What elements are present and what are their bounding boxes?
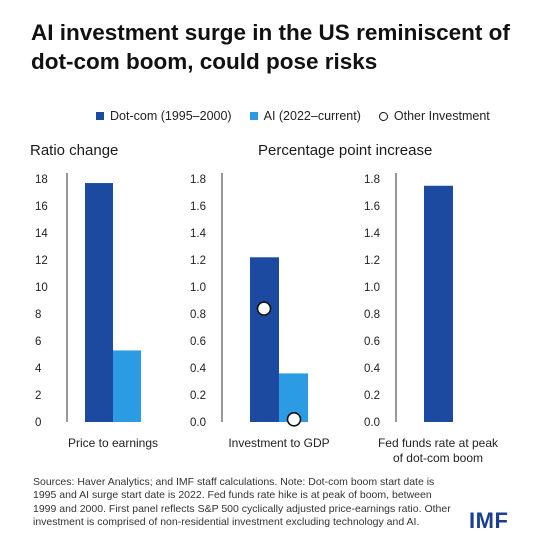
legend-item-other: Other Investment [378, 109, 490, 123]
y-tick-label-2-2: 0.4 [364, 363, 381, 375]
legend-item-dotcom: Dot-com (1995–2000) [96, 109, 232, 123]
subtitle-ratio-change: Ratio change [30, 142, 119, 159]
y-tick-label-0-1: 2 [35, 390, 41, 402]
bar-1-0 [250, 257, 279, 422]
y-tick-label-0-5: 10 [35, 282, 48, 294]
bar-0-0 [85, 183, 113, 422]
y-tick-label-0-0: 0 [35, 417, 41, 429]
legend-label-other: Other Investment [393, 109, 490, 123]
source-note: Sources: Haver Analytics; and IMF staff … [33, 476, 451, 529]
legend-label-dotcom: Dot-com (1995–2000) [110, 109, 232, 123]
bar-2-0 [424, 185, 453, 422]
y-tick-label-0-2: 4 [35, 363, 42, 375]
y-tick-label-1-6: 1.2 [190, 255, 206, 267]
legend-item-ai: AI (2022–current) [249, 109, 361, 123]
y-tick-label-2-6: 1.2 [364, 255, 380, 267]
y-tick-label-2-0: 0.0 [364, 417, 380, 429]
legend-circle-icon [378, 111, 388, 121]
y-tick-label-0-7: 14 [35, 228, 48, 240]
other-investment-marker-1 [286, 411, 302, 427]
y-tick-label-1-8: 1.6 [190, 201, 206, 213]
legend-swatch-ai [249, 112, 258, 120]
y-tick-label-1-3: 0.6 [190, 336, 206, 348]
y-tick-label-0-9: 18 [35, 174, 48, 186]
y-tick-label-2-8: 1.6 [364, 201, 380, 213]
y-tick-label-0-6: 12 [35, 255, 48, 267]
imf-logo: IMF [469, 508, 509, 533]
y-tick-label-1-7: 1.4 [190, 228, 207, 240]
y-tick-label-0-4: 8 [35, 309, 41, 321]
y-tick-label-2-3: 0.6 [364, 336, 380, 348]
x-category-label-2-1: of dot-com boom [393, 451, 483, 465]
x-category-label-1-0: Investment to GDP [228, 436, 329, 450]
other-investment-marker-0 [256, 301, 272, 316]
y-tick-label-2-4: 0.8 [364, 309, 380, 321]
y-tick-label-1-0: 0.0 [190, 417, 206, 429]
y-tick-label-2-9: 1.8 [364, 174, 380, 186]
bar-0-1 [113, 350, 141, 422]
y-tick-label-1-9: 1.8 [190, 174, 206, 186]
y-tick-label-1-4: 0.8 [190, 309, 206, 321]
legend-label-ai: AI (2022–current) [263, 109, 361, 123]
y-tick-label-2-7: 1.4 [364, 228, 381, 240]
legend: Dot-com (1995–2000) AI (2022–current) Ot… [96, 109, 508, 123]
chart-title: AI investment surge in the US reminiscen… [31, 20, 510, 74]
y-tick-label-0-3: 6 [35, 336, 41, 348]
y-tick-label-1-2: 0.4 [190, 363, 207, 375]
x-category-label-2-0: Fed funds rate at peak [378, 436, 499, 450]
x-category-label-0-0: Price to earnings [68, 436, 158, 450]
y-tick-label-1-5: 1.0 [190, 282, 206, 294]
y-tick-label-1-1: 0.2 [190, 390, 206, 402]
y-tick-label-2-5: 1.0 [364, 282, 380, 294]
legend-swatch-dotcom [96, 112, 104, 120]
y-tick-label-2-1: 0.2 [364, 390, 380, 402]
subtitle-percentage-point: Percentage point increase [258, 142, 433, 159]
y-tick-label-0-8: 16 [35, 201, 48, 213]
